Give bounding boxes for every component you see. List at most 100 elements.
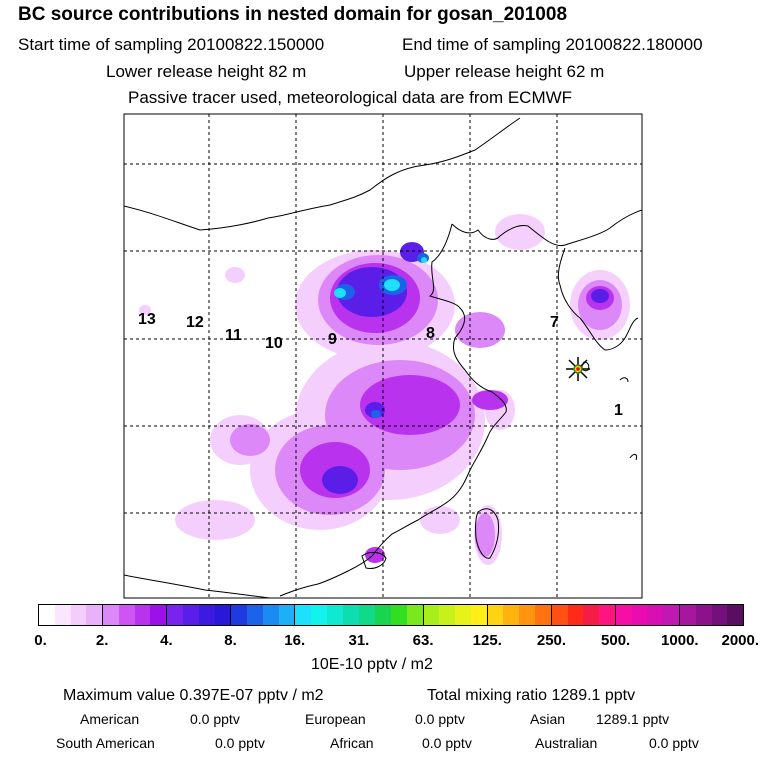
color-scale-swatch (118, 605, 135, 625)
european-label: European (305, 711, 366, 727)
color-scale-tick-label: 2. (95, 632, 109, 649)
color-scale-swatch (326, 605, 343, 625)
color-scale-swatch (342, 605, 359, 625)
point-label-8: 8 (426, 325, 435, 342)
asian-value: 1289.1 pptv (596, 711, 670, 727)
color-scale-tick-label: 16. (284, 632, 306, 649)
color-scale-unit: 10E-10 pptv / m2 (311, 656, 433, 673)
color-scale-swatch (503, 605, 520, 625)
color-scale-cell (679, 605, 744, 625)
color-scale-swatch (727, 605, 744, 625)
color-scale-swatch (487, 605, 504, 625)
point-label-7: 7 (550, 314, 559, 331)
color-scale-tick-label: 250. (536, 632, 567, 649)
american-value: 0.0 pptv (190, 711, 240, 727)
color-scale-tick-label: 125. (472, 632, 502, 649)
color-scale-cell (487, 605, 552, 625)
color-scale-tick-label: 2000. (721, 632, 760, 649)
color-scale-swatch (134, 605, 151, 625)
color-scale-swatch (391, 605, 407, 625)
point-label-1: 1 (614, 402, 623, 419)
australian-label: Australian (535, 735, 598, 751)
color-scale-swatch (647, 605, 664, 625)
lat-lon-grid (124, 114, 642, 598)
american-label: American (80, 711, 140, 727)
color-scale-swatch (150, 605, 167, 625)
point-label-13: 13 (138, 311, 156, 328)
maximum-value: Maximum value 0.397E-07 pptv / m2 (63, 687, 324, 704)
color-scale-swatch (262, 605, 279, 625)
color-scale-swatch (295, 605, 312, 625)
point-label-12: 12 (186, 314, 204, 331)
color-scale-swatch (198, 605, 215, 625)
color-scale-swatch (615, 605, 632, 625)
color-scale-tick-label: 63. (412, 632, 434, 649)
color-scale-swatch (631, 605, 648, 625)
color-scale-tick-label: 4. (160, 632, 173, 649)
end-time-label: End time of sampling 20100822.180000 (402, 35, 703, 54)
color-scale-swatch (535, 605, 551, 625)
color-scale-cell (295, 605, 360, 625)
color-scale-swatch (567, 605, 584, 625)
color-scale-swatch (359, 605, 376, 625)
color-scale-swatch (470, 605, 487, 625)
australian-value: 0.0 pptv (649, 735, 699, 751)
start-time-label: Start time of sampling 20100822.150000 (18, 35, 325, 54)
color-scale-swatch (679, 605, 696, 625)
color-scale-swatch (70, 605, 87, 625)
south-american-value: 0.0 pptv (215, 735, 265, 751)
african-value: 0.0 pptv (422, 735, 472, 751)
color-scale-swatch (695, 605, 712, 625)
color-scale-swatch (423, 605, 440, 625)
color-scale-swatch (231, 605, 248, 625)
color-scale-cell (39, 605, 104, 625)
color-scale-swatch (583, 605, 600, 625)
color-scale-swatch (663, 605, 679, 625)
upper-release-label: Upper release height 62 m (404, 62, 605, 81)
color-scale-swatch (311, 605, 327, 625)
color-scale-tick-label: 500. (601, 632, 631, 649)
african-label: African (330, 735, 374, 751)
point-label-9: 9 (328, 331, 337, 348)
point-label-10: 10 (265, 335, 283, 352)
color-scale-swatch (54, 605, 71, 625)
asian-label: Asian (530, 711, 566, 727)
plot-title: BC source contributions in nested domain… (18, 4, 568, 25)
color-scale-swatch (103, 605, 119, 625)
color-scale-swatch (599, 605, 615, 625)
color-scale-swatch (519, 605, 535, 625)
color-scale-swatch (247, 605, 263, 625)
color-scale-cell (551, 605, 616, 625)
color-scale-tick-label: 1000. (661, 632, 699, 649)
color-scale-tick-label: 8. (224, 632, 237, 649)
color-scale-swatch (214, 605, 231, 625)
color-scale-tick-label: 0. (34, 632, 47, 649)
european-value: 0.0 pptv (415, 711, 465, 727)
color-scale-swatch (375, 605, 392, 625)
point-label-11: 11 (225, 327, 242, 344)
color-scale-cell (103, 605, 168, 625)
color-scale-cell (423, 605, 488, 625)
color-scale-swatch (278, 605, 295, 625)
color-scale-bar (38, 604, 744, 626)
color-scale-swatch (39, 605, 55, 625)
tracer-note: Passive tracer used, meteorological data… (128, 88, 573, 107)
color-scale-swatch (455, 605, 471, 625)
color-scale-cell (167, 605, 232, 625)
lower-release-label: Lower release height 82 m (106, 62, 307, 81)
color-scale-swatch (439, 605, 456, 625)
color-scale-tick-label: 31. (348, 632, 370, 649)
source-contribution-map (123, 113, 643, 599)
color-scale-swatch (182, 605, 199, 625)
receptor-star-icon (566, 357, 590, 381)
color-scale-swatch (86, 605, 103, 625)
color-scale-cell (615, 605, 680, 625)
contribution-field (124, 114, 642, 598)
color-scale-swatch (406, 605, 423, 625)
south-american-label: South American (56, 735, 155, 751)
color-scale-cell (231, 605, 296, 625)
color-scale-swatch (711, 605, 728, 625)
color-scale-cell (359, 605, 424, 625)
color-scale-swatch (551, 605, 568, 625)
total-mixing-ratio: Total mixing ratio 1289.1 pptv (427, 687, 636, 704)
